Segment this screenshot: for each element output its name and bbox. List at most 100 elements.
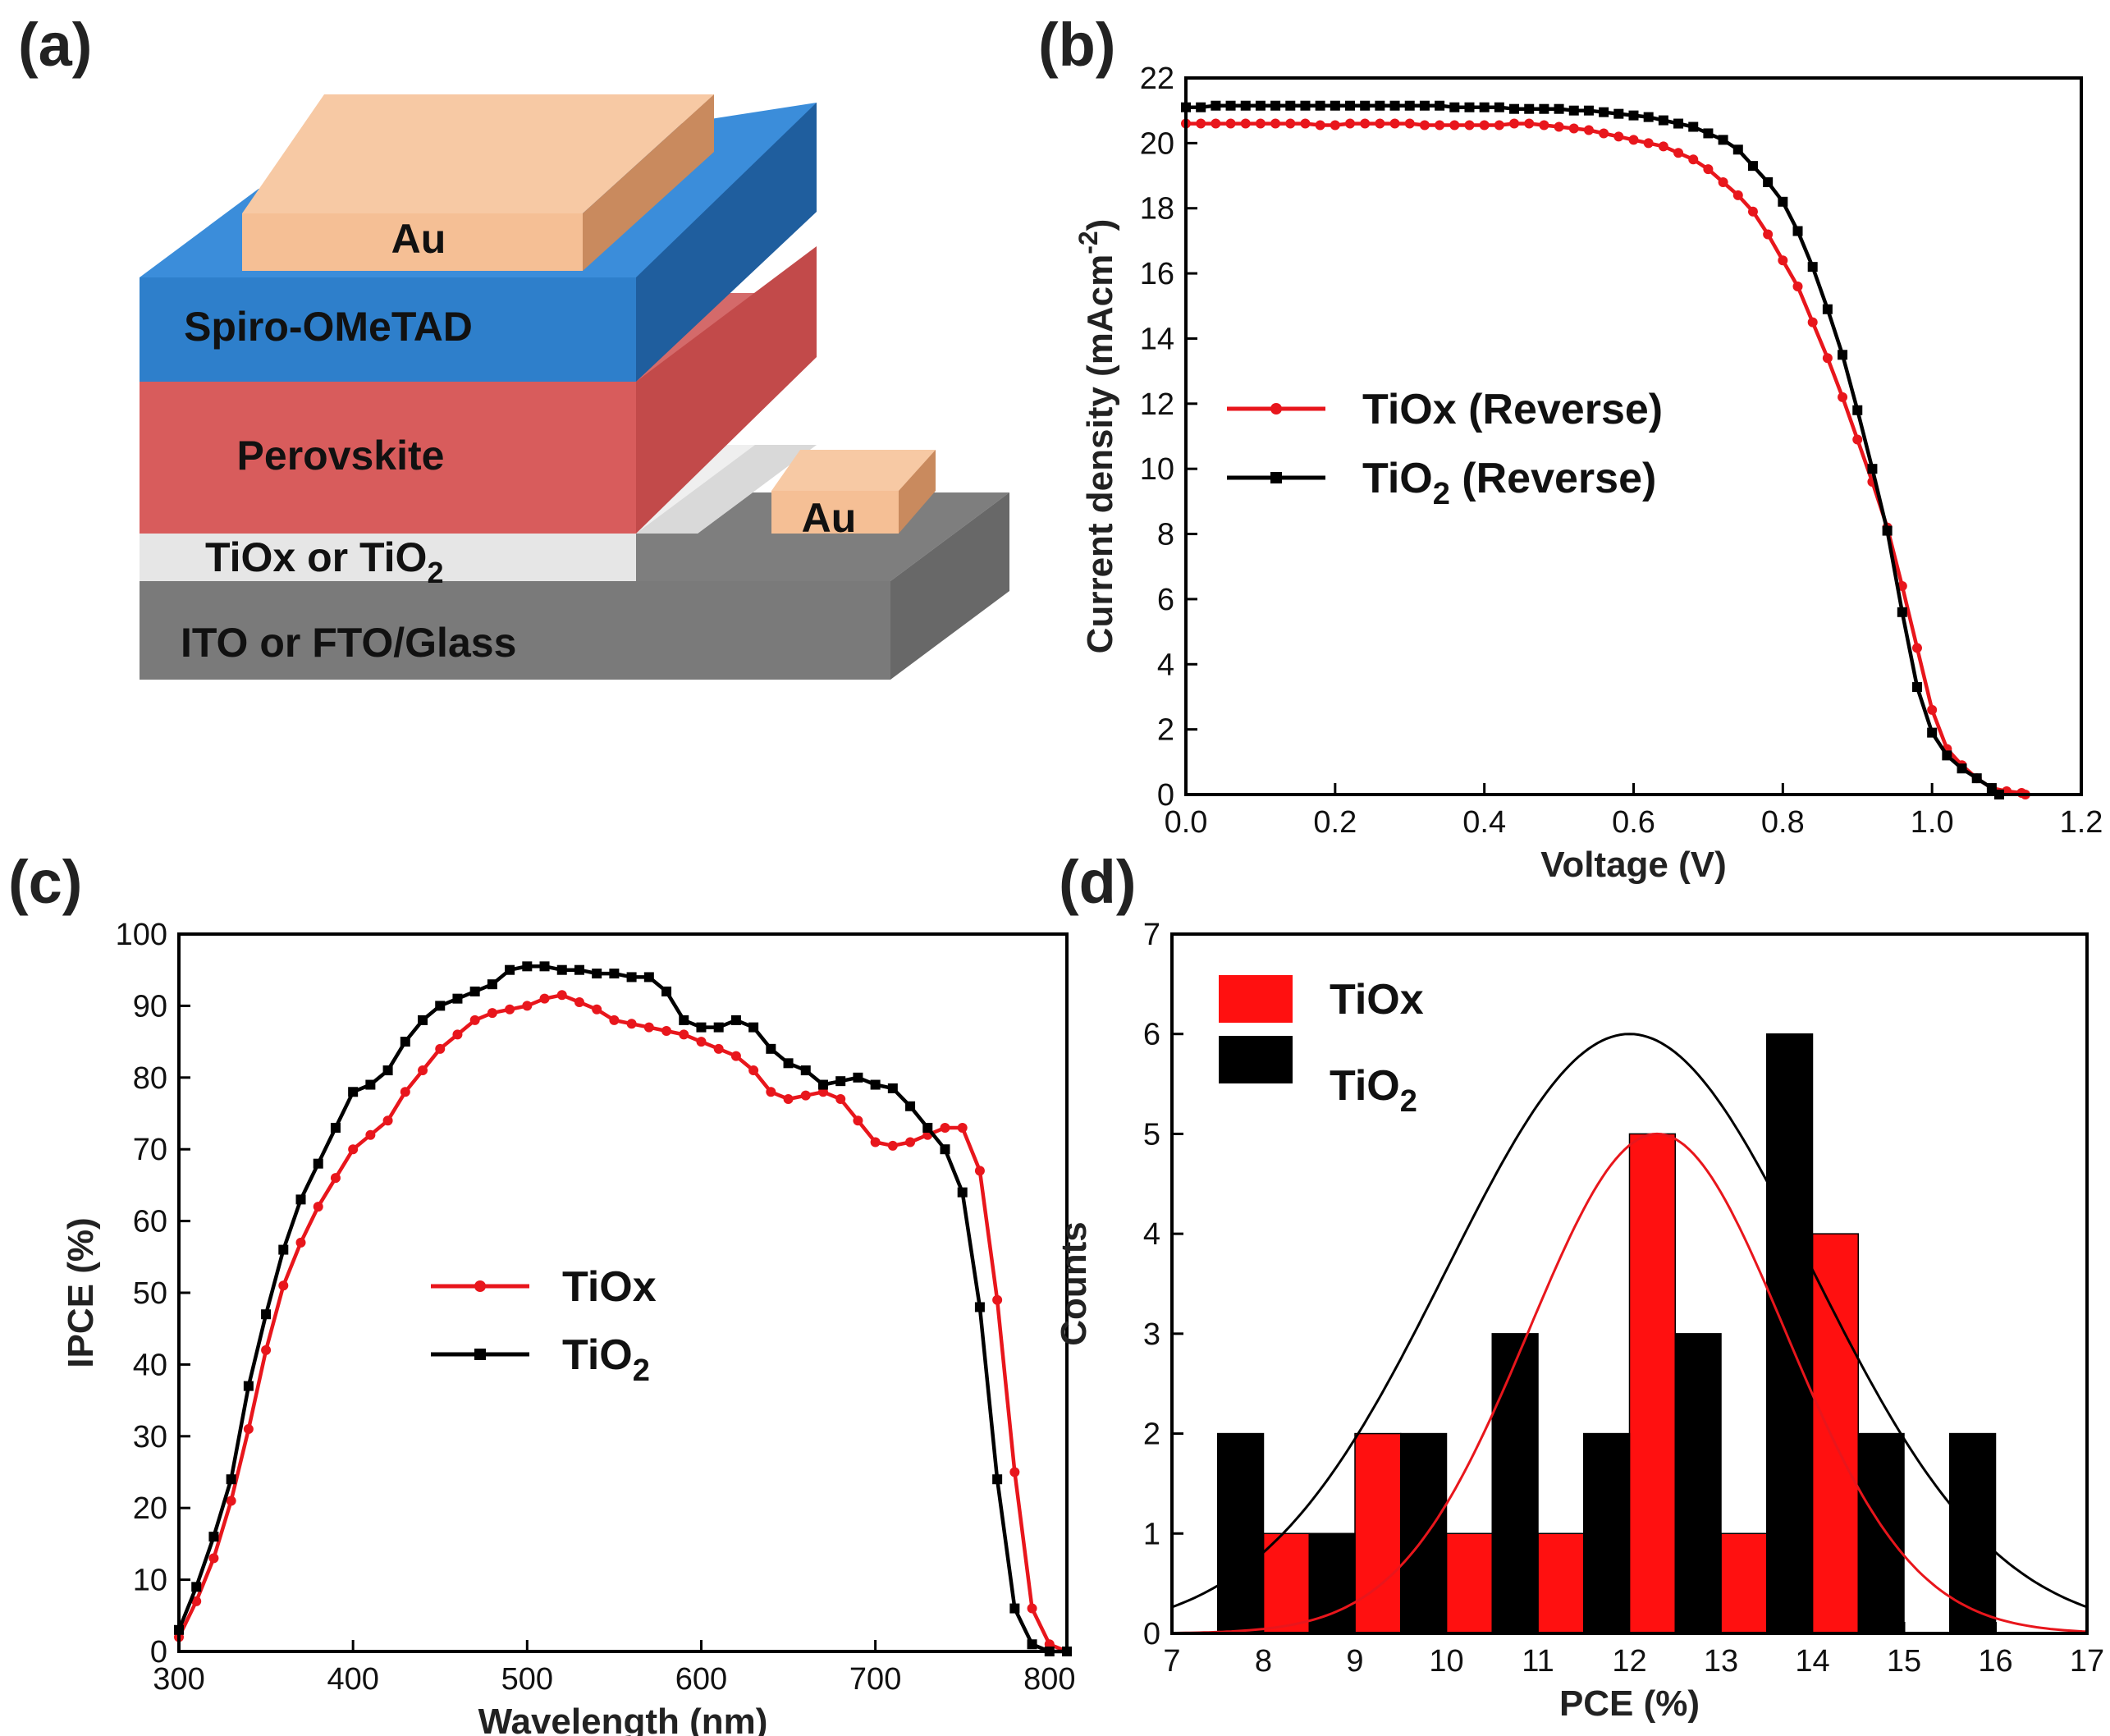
c-tio2-point: [295, 1194, 306, 1205]
b-tiox-reverse-point: [1911, 643, 1922, 653]
b-x-tick-label: 1.0: [1911, 805, 1954, 840]
c-tiox-point: [592, 1004, 602, 1015]
c-tiox-point: [435, 1043, 446, 1054]
c-tiox-point: [208, 1553, 219, 1564]
b-tio2-reverse-point: [1882, 525, 1893, 536]
d-x-tick-label: 16: [1978, 1644, 2012, 1679]
c-tio2-point: [365, 1079, 376, 1090]
b-tio2-reverse-point: [1942, 750, 1952, 761]
b-tiox-reverse-point: [1196, 118, 1206, 129]
c-tiox-point: [766, 1087, 776, 1097]
d-bar-tiox: [1628, 1133, 1676, 1634]
c-tiox-point: [679, 1029, 689, 1040]
b-tiox-reverse-point: [1494, 120, 1504, 131]
d-bar-tio2: [1674, 1333, 1722, 1634]
b-tio2-reverse-point: [1270, 100, 1281, 111]
c-tio2-point: [261, 1309, 272, 1320]
substrate-side-face: [890, 492, 1009, 680]
c-y-tick-label: 90: [133, 989, 167, 1024]
b-tiox-reverse-point: [1927, 704, 1938, 715]
b-tio2-reverse-point: [1688, 121, 1699, 132]
b-tio2-reverse-point: [1435, 100, 1445, 111]
c-tiox-point: [661, 1025, 672, 1036]
b-tiox-reverse-point: [1643, 138, 1654, 149]
c-tiox-point: [974, 1166, 985, 1176]
etl-label-prefix: TiOx or TiO: [205, 534, 427, 580]
d-bar-tiox: [1354, 1432, 1402, 1634]
c-tio2-point: [330, 1122, 341, 1133]
c-tio2-point: [974, 1302, 985, 1312]
b-tiox-reverse-point: [1389, 118, 1400, 129]
spiro-label: Spiro-OMeTAD: [184, 304, 473, 350]
c-tiox-point: [783, 1094, 794, 1105]
panel-b-plot-frame: [1184, 76, 2083, 796]
etl-label: TiOx or TiO2: [205, 534, 443, 589]
d-x-tick-label: 7: [1163, 1644, 1180, 1679]
legend-d-tiox-label: TiOx: [1330, 976, 1424, 1024]
c-tio2-point: [679, 1015, 689, 1025]
c-tiox-point: [940, 1122, 950, 1133]
panel-b-y-title-superscript: -2: [1073, 231, 1103, 254]
d-bar-tio2: [1857, 1432, 1905, 1634]
c-y-tick-label: 40: [133, 1348, 167, 1382]
legend-b-tio2-prefix: TiO: [1362, 455, 1433, 502]
b-tiox-reverse-point: [1613, 131, 1624, 142]
b-tio2-reverse-point: [1986, 783, 1997, 794]
c-tiox-point: [191, 1596, 202, 1606]
b-tio2-reverse-point: [1240, 100, 1251, 111]
c-tio2-point: [435, 1001, 446, 1011]
legend-b-tiox-label: TiOx (Reverse): [1362, 386, 1663, 433]
b-tiox-reverse-point: [1539, 120, 1549, 131]
d-x-tick-label: 13: [1704, 1644, 1738, 1679]
d-fit-tio2: [1171, 1033, 2088, 1609]
au-side-electrode: [771, 491, 899, 534]
c-tio2-point: [643, 972, 654, 983]
au-top-face: [242, 94, 714, 213]
c-x-tick-label: 800: [1023, 1662, 1075, 1697]
legend-b-tio2-suffix: (Reverse): [1450, 455, 1656, 502]
b-tiox-reverse-point: [1330, 120, 1340, 131]
b-x-tick-label: 0.8: [1761, 805, 1805, 840]
c-tiox-point: [243, 1424, 254, 1435]
b-series-tio2-reverse-line: [1186, 103, 2001, 796]
b-tio2-reverse-point: [1196, 102, 1206, 112]
c-tio2-point: [522, 961, 533, 972]
c-tio2-point: [1027, 1639, 1037, 1650]
etl-label-subscript: 2: [427, 556, 443, 589]
panel-b-ticks: 0.0 0.2 0.4 0.6 0.8 1.0 1.2 0 2 4 6 8 10 12 14 16 18 20 22: [1140, 62, 2103, 840]
d-x-tick-label: 8: [1255, 1644, 1272, 1679]
substrate-layer: [140, 581, 890, 680]
b-tiox-reverse-point: [1211, 118, 1221, 129]
d-x-tick-label: 14: [1795, 1644, 1829, 1679]
d-bar-tiox: [1262, 1532, 1310, 1634]
b-tiox-reverse-point: [1509, 118, 1520, 129]
b-tio2-reverse-point: [1494, 102, 1504, 112]
c-tio2-point: [313, 1158, 323, 1169]
b-x-tick-label: 0.0: [1165, 805, 1208, 840]
c-tiox-point: [643, 1022, 654, 1033]
au-side-top-face: [771, 450, 936, 491]
c-tio2-point: [905, 1101, 916, 1111]
b-tio2-reverse-point: [1524, 103, 1535, 114]
b-y-tick-label: 14: [1140, 322, 1174, 356]
b-tio2-reverse-point: [1330, 100, 1340, 111]
c-tio2-point: [505, 964, 515, 975]
b-tiox-reverse-point: [1673, 148, 1684, 158]
b-x-tick-label: 0.4: [1462, 805, 1506, 840]
d-y-tick-label: 0: [1143, 1617, 1160, 1651]
d-x-tick-label: 11: [1522, 1644, 1554, 1679]
d-fit-tiox: [1172, 1132, 2088, 1634]
b-tio2-reverse-point: [1718, 135, 1728, 145]
d-x-tick-label: 17: [2070, 1644, 2104, 1679]
d-x-tick-label: 15: [1887, 1644, 1921, 1679]
b-tio2-reverse-point: [1360, 100, 1371, 111]
c-tiox-point: [539, 993, 550, 1004]
b-tio2-reverse-point: [1792, 226, 1803, 236]
c-series-tiox-line: [176, 993, 1068, 1654]
legend-d-tio2-label: TiO2: [1330, 1062, 1417, 1119]
b-tio2-reverse-point: [1852, 405, 1863, 415]
c-tio2-point: [278, 1244, 289, 1255]
b-y-tick-label: 0: [1157, 778, 1174, 813]
au-side-label: Au: [802, 495, 857, 541]
b-tiox-reverse-point: [1255, 118, 1266, 129]
